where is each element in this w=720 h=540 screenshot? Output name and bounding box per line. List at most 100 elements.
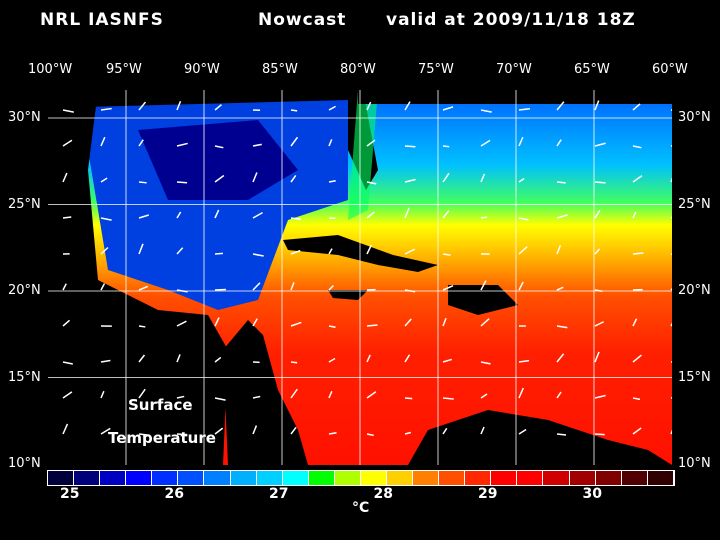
current-arrow <box>176 433 188 436</box>
land-south-america <box>408 410 672 465</box>
current-arrow <box>100 390 105 399</box>
current-arrow <box>366 324 378 327</box>
colorbar-swatch <box>178 471 205 485</box>
current-arrow <box>404 397 413 400</box>
colorbar-tick: 29 <box>478 486 498 502</box>
current-arrow <box>556 391 562 399</box>
current-arrow <box>480 216 488 219</box>
current-arrow <box>62 172 68 183</box>
current-arrow <box>328 285 334 291</box>
colorbar-swatch <box>204 471 231 485</box>
colorbar-tick: 27 <box>269 486 289 502</box>
colorbar-swatch <box>439 471 466 485</box>
current-arrow <box>100 136 106 147</box>
current-arrow <box>290 136 299 147</box>
current-arrow <box>252 211 263 219</box>
current-arrow <box>176 354 181 363</box>
colorbar-swatch <box>230 471 257 485</box>
current-arrow <box>214 145 224 149</box>
current-arrow <box>100 177 108 183</box>
current-arrow <box>404 289 416 293</box>
colorbar-swatch <box>647 471 674 485</box>
current-arrow <box>518 136 524 147</box>
current-arrow <box>290 388 298 399</box>
colorbar-swatch <box>491 471 518 485</box>
current-arrow <box>404 248 416 255</box>
colorbar-tick: 30 <box>582 486 602 502</box>
current-arrow <box>100 427 111 435</box>
current-arrow <box>518 246 528 255</box>
current-arrow <box>100 107 112 111</box>
current-arrow <box>670 322 672 327</box>
current-arrow <box>442 172 450 183</box>
current-arrow <box>480 361 491 365</box>
annotation-line2: Temperature <box>108 429 216 447</box>
no-data-region <box>358 90 672 104</box>
current-arrow <box>670 429 672 435</box>
current-arrow <box>366 211 375 219</box>
current-arrow <box>100 359 111 363</box>
current-arrow <box>214 427 224 435</box>
current-arrow <box>556 286 564 291</box>
current-arrow <box>214 288 226 291</box>
colorbar-swatch <box>256 471 283 485</box>
current-arrow <box>442 317 447 327</box>
current-arrow <box>480 173 486 183</box>
current-arrow <box>290 175 297 183</box>
current-arrow <box>62 139 73 147</box>
colorbar-swatch <box>413 471 440 485</box>
current-arrow <box>480 393 488 399</box>
lon-label: 70°W <box>496 62 532 77</box>
current-arrow <box>632 318 638 327</box>
current-arrow <box>62 391 73 399</box>
current-arrow <box>214 252 224 255</box>
current-arrow <box>518 281 524 291</box>
current-arrow <box>632 354 642 363</box>
current-arrow <box>518 217 529 221</box>
current-arrow <box>594 248 601 255</box>
current-arrow <box>252 253 264 257</box>
current-arrow <box>404 178 416 183</box>
colorbar <box>47 470 675 486</box>
current-arrow <box>214 356 222 363</box>
current-arrow <box>252 282 261 291</box>
lon-label: 60°W <box>652 62 688 77</box>
current-arrow <box>442 397 454 400</box>
current-arrow <box>62 216 72 219</box>
florida-current <box>348 90 378 220</box>
current-arrow <box>138 388 146 399</box>
current-arrow <box>594 100 600 111</box>
colorbar-tick: 28 <box>373 486 393 502</box>
lat-label: 30°N <box>678 110 711 125</box>
current-arrow <box>404 431 412 435</box>
lon-label: 100°W <box>28 62 73 77</box>
lon-label: 95°W <box>106 62 142 77</box>
land-hispaniola <box>448 285 518 315</box>
current-arrow <box>138 181 147 184</box>
lat-label: 15°N <box>678 369 711 385</box>
current-arrow <box>632 103 641 111</box>
current-arrow <box>366 391 377 399</box>
current-arrow <box>176 181 188 184</box>
current-arrow <box>556 101 565 111</box>
annotation-line1: Surface <box>128 396 193 414</box>
current-arrow <box>138 325 146 328</box>
colorbar-swatch <box>48 471 75 485</box>
current-arrow <box>366 433 374 437</box>
current-arrow <box>480 109 492 113</box>
lat-lon-grid <box>48 90 672 465</box>
current-arrow <box>632 427 642 435</box>
current-arrow <box>176 289 188 293</box>
current-arrow <box>556 325 568 329</box>
current-arrow <box>556 353 565 363</box>
lat-label: 20°N <box>8 283 41 298</box>
current-arrow <box>518 387 524 399</box>
product-type: Nowcast <box>258 10 347 30</box>
current-arrow <box>328 179 336 183</box>
current-arrow <box>328 357 336 363</box>
current-arrow <box>404 207 410 219</box>
current-arrow <box>252 425 258 435</box>
current-arrow <box>366 181 377 185</box>
current-arrow <box>556 433 567 436</box>
current-arrow <box>176 320 187 327</box>
